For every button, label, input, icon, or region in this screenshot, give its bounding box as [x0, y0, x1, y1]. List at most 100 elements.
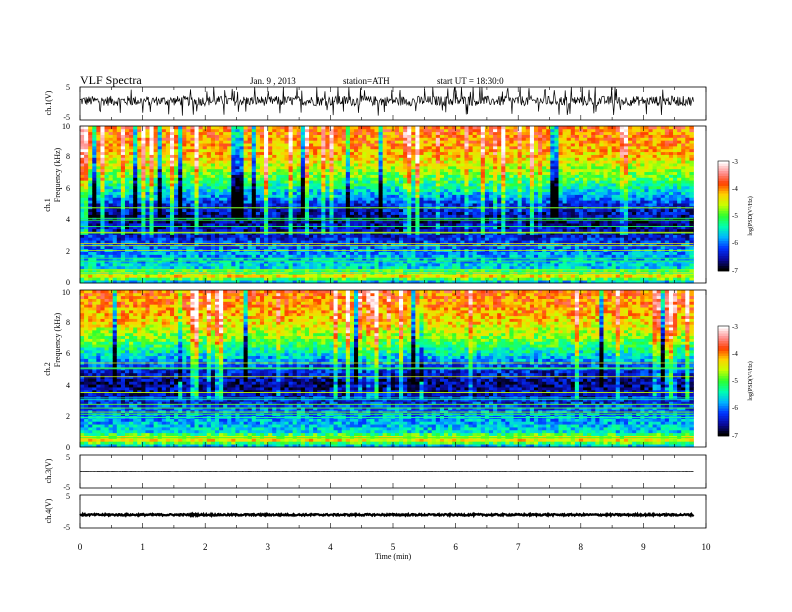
ch1-spectrogram-cell	[141, 200, 146, 204]
ch1-spectrogram-cell	[96, 268, 101, 272]
ch1-spectrogram-cell	[374, 211, 379, 215]
ch1-spectrogram-cell	[292, 214, 298, 218]
ch1-spectrogram-cell	[313, 277, 318, 281]
ch1-spectrogram-cell	[210, 254, 216, 258]
ch1-spectrogram-cell	[235, 171, 240, 175]
ch1-spectrogram-cell	[210, 160, 216, 164]
ch1-spectrogram-cell	[341, 208, 347, 213]
ch1-spectrogram-cell	[255, 251, 261, 255]
ch1-spectrogram-cell	[104, 220, 110, 224]
ch1-spectrogram-cell	[378, 188, 384, 193]
ch1-spectrogram-cell	[370, 243, 375, 247]
ch1-spectrogram-cell	[124, 140, 130, 144]
ch1-spectrogram-cell	[435, 177, 441, 181]
ch1-spectrogram-cell	[100, 268, 105, 272]
ch1-spectrogram-cell	[362, 140, 367, 144]
ch1-spectrogram-cell	[80, 234, 85, 238]
ch1-spectrogram-cell	[435, 128, 441, 133]
ch1-spectrogram-cell	[259, 140, 265, 144]
ch1-spectrogram-cell	[157, 260, 163, 264]
ch1-spectrogram-cell	[374, 194, 379, 198]
ch1-spectrogram-cell	[317, 168, 322, 173]
ch1-spectrogram-cell	[378, 208, 384, 213]
ch1-spectrogram-cell	[194, 254, 200, 258]
ch1-spectrogram-cell	[329, 200, 334, 204]
ch1-spectrogram-cell	[243, 180, 249, 184]
ch1-spectrogram-cell	[374, 217, 379, 221]
ch1-spectrogram-cell	[178, 128, 183, 133]
ch1-spectrogram-cell	[223, 217, 228, 221]
ch1-spectrogram-cell	[120, 260, 126, 264]
ch1-spectrogram-cell	[448, 280, 453, 284]
ch1-spectrogram-cell	[104, 160, 110, 164]
ch1-spectrogram-cell	[272, 208, 277, 213]
ch1-spectrogram-cell	[439, 157, 445, 161]
ch1-spectrogram-cell	[149, 168, 155, 173]
ch1-spectrogram-cell	[354, 234, 359, 238]
ch1-spectrogram-cell	[190, 274, 195, 278]
ch1-spectrogram-cell	[288, 234, 294, 238]
ch1-spectrogram-cell	[411, 225, 416, 230]
ch1-spectrogram-cell	[100, 245, 105, 250]
ch1-spectrogram-cell	[329, 140, 334, 144]
ch1-spectrogram-cell	[337, 234, 343, 238]
ch1-spectrogram-cell	[321, 194, 326, 198]
ch1-spectrogram-cell	[280, 137, 285, 141]
ch1-spectrogram-cell	[394, 145, 400, 150]
ch1-spectrogram-cell	[345, 274, 351, 278]
ch1-spectrogram-cell	[100, 220, 105, 224]
ch1-spectrogram-cell	[423, 148, 429, 153]
ch1-spectrogram-cell	[129, 220, 134, 224]
ch1-spectrogram-cell	[141, 163, 146, 167]
ch1-spectrogram-cell	[268, 185, 273, 190]
ch1-spectrogram-cell	[178, 145, 183, 150]
ch1-spectrogram-cell	[423, 200, 429, 204]
ch1-spectrogram-cell	[182, 211, 187, 215]
ch1-spectrogram-cell	[439, 128, 445, 133]
ch1-spectrogram-cell	[345, 151, 351, 155]
ch1-spectrogram-cell	[415, 168, 420, 173]
ch1-spectrogram-cell	[210, 257, 216, 261]
ch1-spectrogram-cell	[300, 263, 306, 267]
ch1-spectrogram-cell	[366, 277, 371, 281]
ch1-spectrogram-cell	[255, 134, 261, 138]
ch1-spectrogram-cell	[145, 214, 150, 218]
ch1-spectrogram-cell	[292, 277, 298, 281]
ch1-spectrogram-cell	[227, 208, 232, 213]
ch1-spectrogram-cell	[439, 154, 445, 158]
ch1-spectrogram-cell	[419, 234, 424, 238]
ch1-spectrogram-cell	[259, 174, 265, 178]
ch1-spectrogram-cell	[206, 208, 212, 213]
ch1-spectrogram-cell	[243, 268, 249, 272]
ch1-spectrogram-cell	[182, 214, 187, 218]
ch1-spectrogram-cell	[345, 280, 351, 284]
ch1-spectrogram-cell	[96, 131, 101, 135]
ch1-spectrogram-cell	[444, 257, 449, 261]
ch1-spectrogram-cell	[129, 243, 134, 247]
ch1-spectrogram-cell	[321, 185, 326, 190]
ch1-spectrogram-cell	[137, 145, 142, 150]
ch1-spectrogram-cell	[370, 277, 375, 281]
ch1-spectrogram-cell	[104, 171, 110, 175]
ch1-spectrogram-cell	[321, 134, 326, 138]
ch1-spectrogram-cell	[161, 243, 167, 247]
ch1-spectrogram-cell	[80, 191, 85, 195]
ch1-spectrogram-cell	[317, 240, 322, 244]
ch1-spectrogram-cell	[313, 265, 318, 270]
ch1-spectrogram-cell	[264, 148, 269, 153]
ch1-spectrogram-cell	[292, 148, 298, 153]
ch1-spectrogram-cell	[80, 168, 85, 173]
ch1-spectrogram-cell	[362, 188, 367, 193]
ch1-spectrogram-cell	[366, 200, 371, 204]
ch1-spectrogram-cell	[358, 140, 363, 144]
ch1-spectrogram-cell	[366, 137, 371, 141]
ch1-spectrogram-cell	[268, 197, 273, 201]
ch1-spectrogram-cell	[80, 220, 85, 224]
ch1-spectrogram-cell	[214, 251, 220, 255]
ch1-spectrogram-cell	[276, 126, 281, 130]
ch1-spectrogram-cell	[206, 251, 212, 255]
ch1-spectrogram-cell	[223, 137, 228, 141]
ch1-spectrogram-cell	[255, 257, 261, 261]
ch1-spectrogram-cell	[276, 174, 281, 178]
ch1-spectrogram-cell	[284, 174, 289, 178]
